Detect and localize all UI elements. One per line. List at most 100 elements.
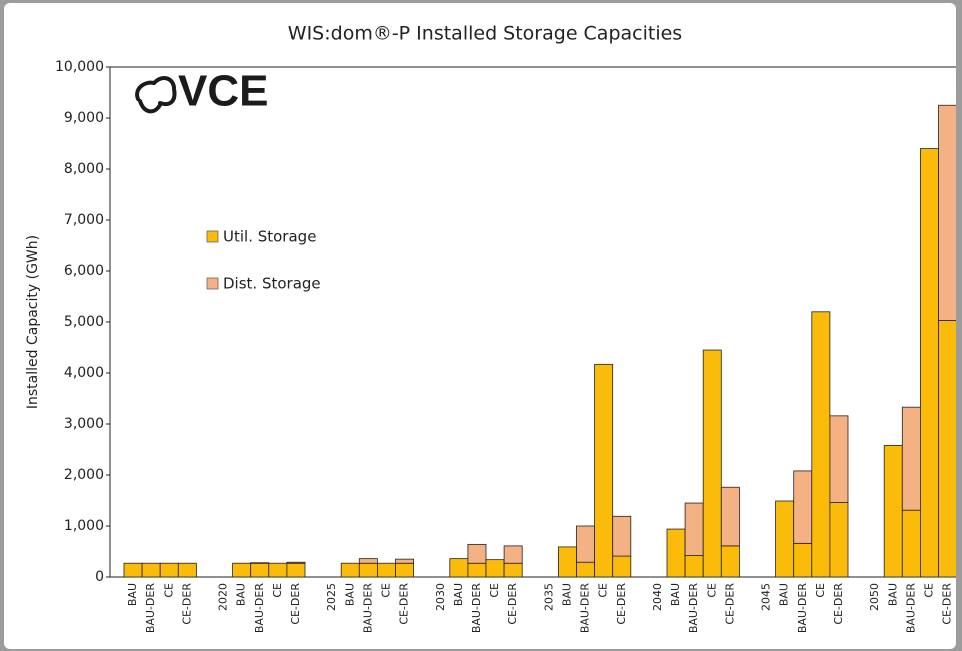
bar-segment: [467, 543, 487, 564]
x-tick-label: CE: [814, 583, 827, 598]
bar-segment: [268, 562, 288, 578]
y-tick-label: 5,000: [64, 314, 104, 330]
bar-segment: [358, 562, 378, 578]
x-tick-label: CE-DER: [832, 583, 845, 625]
x-tick-label: BAU: [669, 583, 682, 606]
bar-segment: [250, 562, 270, 578]
bar-segment: [395, 562, 415, 578]
legend-label: Dist. Storage: [223, 275, 321, 293]
x-tick-label: 2050: [868, 583, 881, 611]
bar-segment: [666, 528, 686, 578]
x-tick-label: 2020: [217, 583, 230, 611]
bar-segment: [503, 545, 523, 564]
y-tick-label: 7,000: [64, 212, 104, 228]
x-tick-label: BAU-DER: [144, 583, 157, 634]
x-tick-label: CE-DER: [289, 583, 302, 625]
bar-segment: [720, 545, 740, 578]
x-tick-label: CE-DER: [941, 583, 954, 625]
window: WIS:dom®-P Installed Storage Capacities …: [4, 3, 956, 649]
bar-segment: [177, 562, 197, 578]
x-tick-label: CE-DER: [615, 583, 628, 625]
x-tick-label: CE: [597, 583, 610, 598]
x-tick-label: BAU-DER: [470, 583, 483, 634]
logo-text: VCE: [178, 67, 268, 116]
chart-title: WIS:dom®-P Installed Storage Capacities: [288, 23, 682, 45]
x-tick-label: BAU: [778, 583, 791, 606]
bar-segment: [286, 562, 306, 578]
y-axis-label: Installed Capacity (GWh): [25, 235, 41, 409]
y-tick-label: 4,000: [64, 365, 104, 381]
x-tick-label: BAU-DER: [687, 583, 700, 634]
y-tick-label: 8,000: [64, 161, 104, 177]
bar-segment: [829, 502, 849, 578]
bar-segment: [576, 525, 596, 563]
x-tick-label: BAU-DER: [796, 583, 809, 634]
bar-segment: [938, 104, 956, 321]
bar-segment: [449, 558, 469, 578]
bar-segment: [123, 562, 143, 578]
bar-segment: [376, 562, 396, 578]
bar-segment: [286, 561, 306, 564]
y-tick-label: 10,000: [55, 59, 104, 75]
legend-swatch: [206, 230, 219, 243]
bar-segment: [720, 486, 740, 547]
x-tick-label: CE-DER: [398, 583, 411, 625]
bar-segment: [901, 406, 921, 511]
bar-segment: [684, 555, 704, 578]
chart: WIS:dom®-P Installed Storage Capacities …: [25, 23, 956, 634]
x-tick-label: CE: [379, 583, 392, 598]
x-tick-label: BAU: [126, 583, 139, 606]
x-tick-label: BAU-DER: [253, 583, 266, 634]
bar-segment: [141, 562, 161, 578]
x-tick-label: CE: [922, 583, 935, 598]
bar-segment: [793, 542, 813, 578]
x-tick-label: BAU: [452, 583, 465, 606]
bar-segment: [485, 559, 505, 578]
bar-segment: [883, 445, 903, 578]
bar-segment: [358, 558, 378, 564]
logo-icon: [135, 76, 177, 114]
bar-segment: [594, 363, 614, 578]
legend-label: Util. Storage: [223, 228, 316, 246]
bar-segment: [811, 311, 831, 578]
x-tick-label: 2035: [542, 583, 555, 611]
bar-segment: [938, 320, 956, 578]
x-tick-label: CE: [271, 583, 284, 598]
bar-segment: [232, 562, 252, 578]
bar-segment: [612, 555, 632, 578]
bar-segment: [612, 515, 632, 557]
y-tick-label: 6,000: [64, 263, 104, 279]
x-tick-label: BAU-DER: [904, 583, 917, 634]
bar-segment: [829, 415, 849, 503]
legend-swatch: [206, 277, 219, 290]
bar-segment: [702, 349, 722, 578]
x-tick-label: CE: [705, 583, 718, 598]
bar-segment: [684, 502, 704, 556]
bar-segment: [901, 509, 921, 578]
x-tick-label: 2040: [651, 583, 664, 611]
bar-segment: [775, 500, 795, 578]
x-tick-label: 2045: [760, 583, 773, 611]
x-tick-label: BAU: [886, 583, 899, 606]
x-tick-label: CE-DER: [506, 583, 519, 625]
x-tick-label: BAU-DER: [361, 583, 374, 634]
bar-segment: [250, 562, 270, 564]
bar-segment: [793, 470, 813, 544]
bar-segment: [159, 562, 179, 578]
x-tick-label: BAU-DER: [579, 583, 592, 634]
x-tick-label: CE-DER: [180, 583, 193, 625]
y-tick-label: 9,000: [64, 110, 104, 126]
bar-segment: [503, 562, 523, 578]
x-tick-label: CE: [488, 583, 501, 598]
x-tick-label: CE-DER: [723, 583, 736, 625]
y-tick-label: 2,000: [64, 467, 104, 483]
x-tick-label: 2025: [325, 583, 338, 611]
bar-segment: [576, 561, 596, 578]
bar-segment: [920, 148, 939, 578]
bar-segment: [395, 558, 415, 564]
x-tick-label: 2030: [434, 583, 447, 611]
y-tick-label: 3,000: [64, 416, 104, 432]
x-tick-label: BAU: [343, 583, 356, 606]
x-tick-label: CE: [162, 583, 175, 598]
